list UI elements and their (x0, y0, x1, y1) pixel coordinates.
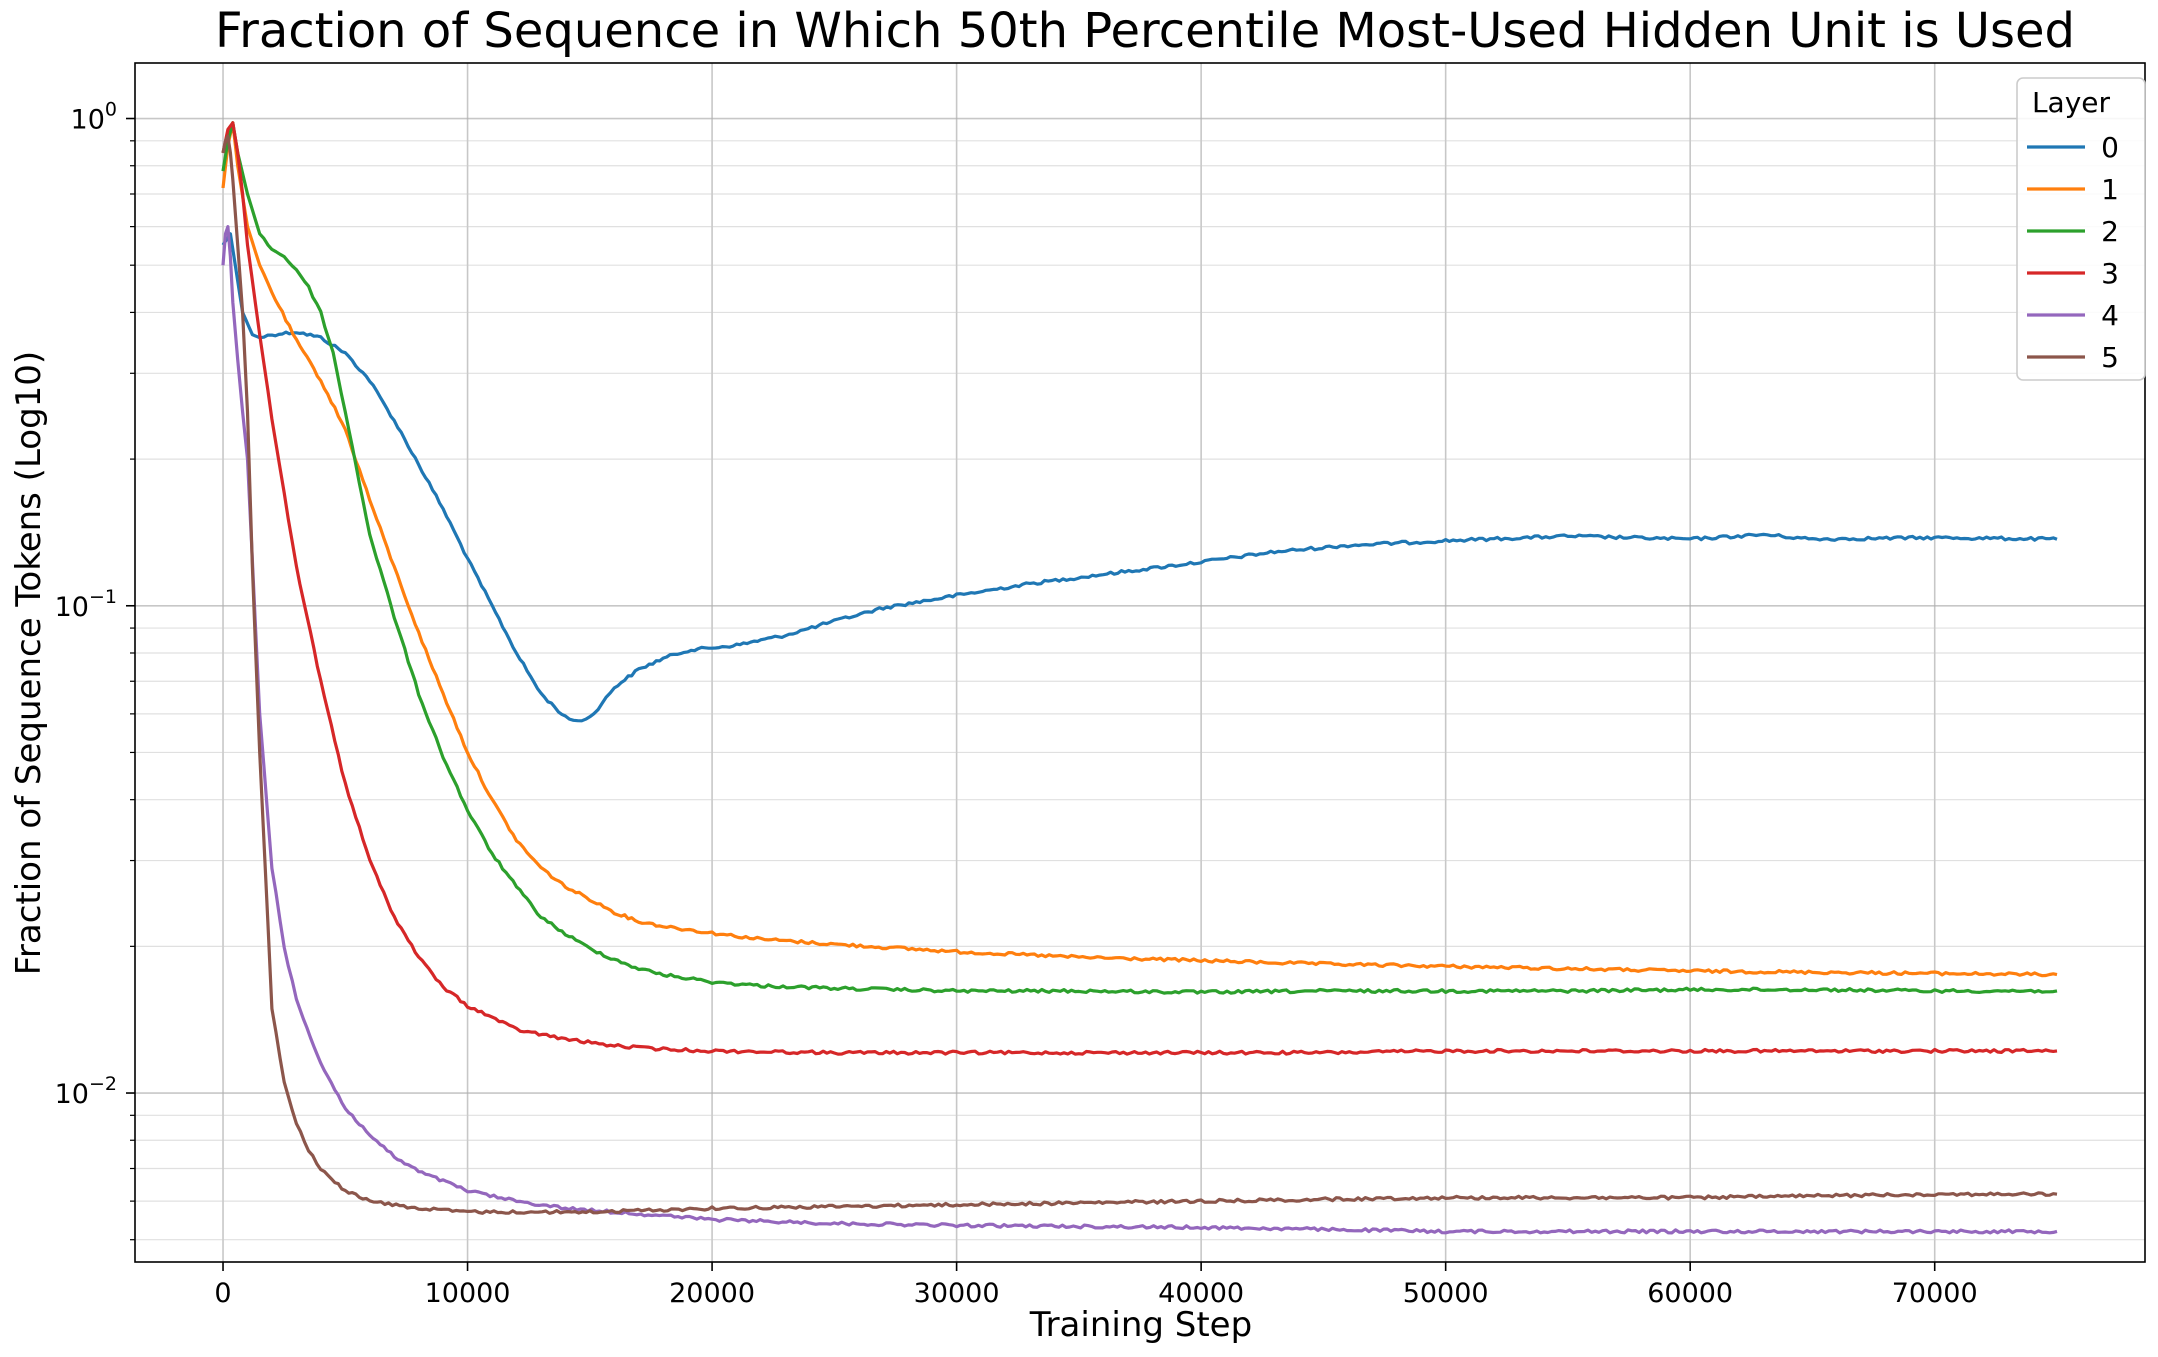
x-tick-label: 0 (214, 1278, 231, 1309)
y-axis-ticks: 100 10−1 10−2 (55, 99, 135, 1241)
x-tick-label: 50000 (1403, 1278, 1489, 1309)
x-tick-label: 20000 (669, 1278, 755, 1309)
legend-items: 0 1 2 3 4 5 (2027, 131, 2119, 374)
x-axis-label: Training Step (1029, 1305, 1252, 1345)
y-tick-label: 10−1 (55, 586, 117, 623)
legend-label-layer-2: 2 (2101, 215, 2119, 248)
chart-title: Fraction of Sequence in Which 50th Perce… (215, 3, 2075, 59)
y-axis-label: Fraction of Sequence Tokens (Log10) (9, 351, 49, 975)
legend-label-layer-3: 3 (2101, 257, 2119, 290)
legend: Layer 0 1 2 3 4 5 (2016, 77, 2146, 381)
series-line-layer-0 (221, 232, 2058, 723)
series-line-layer-4 (221, 225, 2058, 1235)
x-tick-label: 70000 (1892, 1278, 1978, 1309)
legend-label-layer-0: 0 (2101, 131, 2119, 164)
x-axis-ticks: 0 10000 20000 30000 40000 50000 60000 70000 (214, 1262, 1978, 1309)
x-tick-label: 30000 (914, 1278, 1000, 1309)
series-line-layer-3 (221, 121, 2058, 1056)
legend-label-layer-1: 1 (2101, 173, 2119, 206)
x-tick-label: 60000 (1647, 1278, 1733, 1309)
series-lines (221, 121, 2058, 1235)
grid (135, 63, 2145, 1262)
legend-label-layer-4: 4 (2101, 299, 2119, 332)
y-tick-label: 100 (71, 99, 117, 136)
series-line-layer-2 (221, 121, 2058, 995)
series-line-layer-5 (221, 134, 2058, 1215)
x-tick-label: 40000 (1158, 1278, 1244, 1309)
legend-title: Layer (2032, 86, 2111, 119)
legend-label-layer-5: 5 (2101, 341, 2119, 374)
x-tick-label: 10000 (425, 1278, 511, 1309)
series-line-layer-1 (221, 121, 2058, 978)
y-tick-label: 10−2 (55, 1073, 117, 1110)
legend-box (2016, 77, 2146, 381)
plot-frame (134, 62, 2146, 1263)
